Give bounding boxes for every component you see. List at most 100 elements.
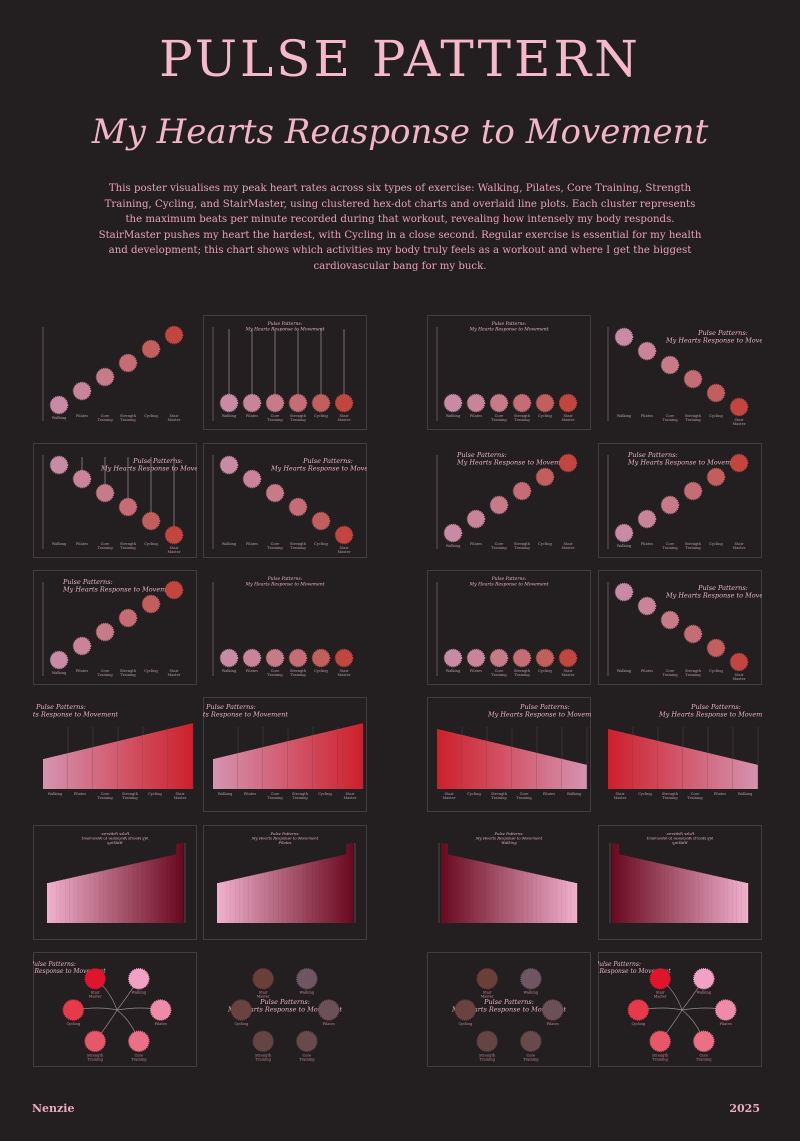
panel-title: Pulse Patterns: (205, 703, 256, 711)
dot-column (277, 743, 278, 789)
hex-dot-cluster (164, 580, 184, 600)
bar (484, 862, 487, 923)
hex-dot-cluster (296, 1030, 318, 1053)
dot-column (556, 757, 557, 789)
bar (117, 867, 120, 923)
exercise-label: Cycling (314, 669, 328, 673)
exercise-label: Stair (346, 792, 355, 796)
dot-column (244, 751, 245, 789)
dot-column (221, 757, 222, 789)
dot-column (310, 735, 311, 789)
dot-column (225, 756, 226, 789)
dot-column (352, 725, 353, 789)
dot-column (478, 738, 479, 789)
hex-dot-cluster (693, 967, 715, 990)
hex-dot-cluster (311, 648, 331, 668)
hex-dot-cluster (141, 511, 161, 531)
bar (481, 862, 485, 923)
chart-svg: Pulse Patterns:My Hearts Response to Mov… (598, 825, 762, 940)
bar (531, 873, 535, 923)
chart-panel-19: Pulse Patterns: My Hearts Response to Mov… (427, 825, 591, 940)
dot-column (690, 748, 691, 789)
bar (321, 859, 324, 923)
dot-column (732, 758, 733, 789)
dot-column (351, 725, 352, 789)
exercise-label: Cycling (234, 1022, 248, 1026)
exercise-label: Training (255, 1057, 271, 1061)
bar (260, 873, 263, 923)
exercise-label: Stair (483, 991, 492, 995)
dot-column (713, 754, 714, 789)
dot-column (191, 723, 192, 789)
bar (309, 862, 313, 923)
bar (294, 865, 297, 923)
bar (454, 856, 458, 923)
dot-column (264, 746, 265, 789)
bar (176, 844, 179, 923)
dot-column (257, 748, 258, 789)
dot-column (512, 747, 513, 789)
dot-column (236, 753, 237, 789)
exercise-label: Training (662, 546, 678, 550)
panel-title: Pulse Patterns: (483, 998, 534, 1006)
dot-column (485, 740, 486, 789)
dot-column (231, 754, 232, 789)
dot-column (551, 756, 552, 789)
chart-panel-3: Pulse Patterns: My Hearts Response to Mov… (427, 315, 591, 430)
panel-title: Pulse Patterns: (627, 451, 678, 459)
dot-column (219, 757, 220, 789)
dot-column (319, 733, 320, 789)
hex-dot-cluster (558, 453, 578, 473)
dot-column (360, 723, 361, 789)
dot-column (657, 740, 658, 789)
bar (49, 882, 52, 923)
dot-column (234, 753, 235, 789)
dot-column (272, 744, 273, 789)
chart-panel-18: Pulse Patterns: My Hearts Response to Mov… (203, 825, 367, 940)
dot-column (128, 738, 129, 789)
exercise-label: Training (292, 796, 308, 800)
bar (670, 866, 674, 923)
dot-column (356, 724, 357, 789)
dot-column (549, 755, 550, 789)
dot-column (161, 730, 162, 789)
hex-dot-cluster (311, 511, 331, 531)
panel-subtitle: My Hearts Response to Movement (469, 582, 549, 588)
dot-column (55, 756, 56, 789)
dot-column (749, 762, 750, 789)
bar (307, 862, 311, 923)
dot-column (717, 755, 718, 789)
dot-column (630, 734, 631, 789)
dot-column (103, 744, 104, 789)
bar (572, 882, 575, 923)
dot-column (477, 738, 478, 789)
dot-column (214, 758, 215, 789)
exercise-label: Stair (616, 792, 625, 796)
exercise-label: Training (267, 418, 283, 422)
bar (691, 870, 694, 923)
exercise-label: Walking (52, 416, 67, 420)
dot-column (62, 754, 63, 789)
dot-column (324, 732, 325, 789)
dot-column (280, 742, 281, 789)
bar (486, 863, 489, 923)
dot-column (189, 723, 190, 789)
exercise-label: Pilates (155, 1022, 167, 1026)
bar (112, 868, 116, 923)
dot-column (504, 745, 505, 789)
dot-column (541, 753, 542, 789)
dot-column (286, 741, 287, 789)
dot-column (243, 751, 244, 789)
dot-column (160, 730, 161, 789)
dot-column (169, 728, 170, 789)
bar (527, 872, 530, 923)
panel-subtitle: My Hearts Response to Movement (487, 711, 591, 719)
exercise-label: Strength (87, 1053, 104, 1057)
hex-dot-cluster (535, 467, 555, 487)
panel-title: Pulse Patterns: (697, 584, 748, 592)
dot-column (180, 726, 181, 789)
bar (646, 860, 649, 923)
bar (522, 871, 526, 923)
bar (552, 877, 555, 923)
hex-dot-cluster (729, 453, 749, 473)
